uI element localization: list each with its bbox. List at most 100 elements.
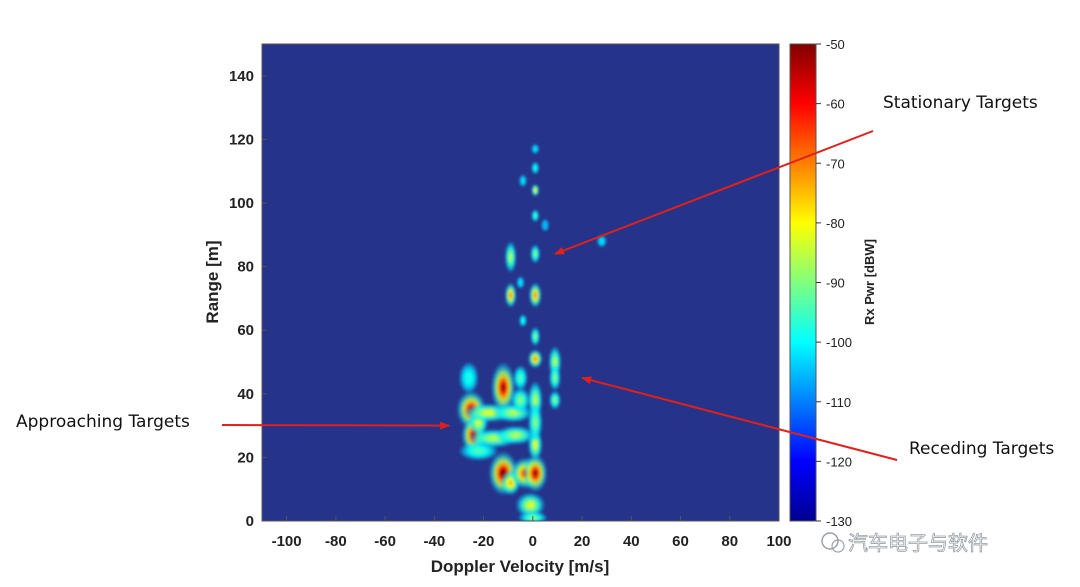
colorbar-ticks: -50 -60 -70 -80 -90 -100 -110 -120 -130: [816, 37, 852, 529]
colorbar-tick-label: -100: [826, 335, 852, 350]
heatmap-cell: [532, 469, 538, 478]
y-tick-label: 100: [229, 195, 254, 212]
y-tick-label: 60: [237, 322, 254, 339]
heatmap-blob: [505, 241, 517, 273]
x-tick-label: 40: [623, 533, 640, 550]
heatmap-cell: [509, 253, 512, 261]
y-tick-label: 80: [237, 259, 254, 276]
heatmap-cell: [508, 480, 513, 486]
heatmap-cell: [534, 189, 537, 192]
heatmap-blob: [531, 161, 540, 175]
wechat-icon-inner: [831, 539, 845, 553]
x-tick-label: -40: [423, 533, 445, 550]
heatmap-blob: [528, 404, 543, 441]
heatmap-cell: [553, 398, 557, 403]
heatmap-cell: [522, 319, 524, 322]
heatmap-blob: [513, 365, 528, 390]
heatmap-blob: [531, 184, 540, 197]
x-tick-label: -20: [473, 533, 495, 550]
heatmap-blob: [496, 426, 535, 445]
heatmap-blob: [530, 327, 540, 346]
heatmap-cell: [534, 334, 537, 339]
heatmap-cell: [474, 449, 483, 453]
x-tick-label: -60: [374, 533, 396, 550]
heatmap-blob: [516, 493, 545, 518]
heatmap-cell: [600, 239, 603, 243]
heatmap-cell: [519, 375, 522, 381]
heatmap-blob: [459, 362, 479, 394]
heatmap-blob: [523, 455, 547, 492]
heatmap-cell: [466, 374, 471, 382]
heatmap-blob: [505, 283, 517, 308]
heatmap-blob: [531, 144, 540, 154]
heatmap-blob: [530, 244, 540, 263]
colorbar-tick-label: -130: [826, 514, 852, 529]
heatmap-blob: [491, 363, 515, 412]
colorbar-label: Rx Pwr [dBW]: [862, 239, 877, 325]
annotation-receding-targets: Receding Targets: [909, 439, 1054, 459]
x-tick-label: 100: [766, 533, 791, 550]
heatmap-blob: [519, 174, 527, 187]
heatmap-cell: [534, 251, 537, 256]
heatmap-blob: [529, 283, 542, 308]
x-axis-ticks: -100 -80 -60 -40 -20 0 20 40 60 80 100: [272, 516, 792, 550]
heatmap-blob: [528, 349, 543, 368]
colorbar-tick-label: -90: [826, 276, 845, 291]
colorbar: [789, 43, 817, 522]
heatmap-cell: [544, 223, 546, 227]
plot-frame: [261, 43, 780, 522]
colorbar-tick-label: -80: [826, 216, 845, 231]
heatmap-blob: [459, 441, 498, 461]
annotation-approaching-targets: Approaching Targets: [16, 412, 190, 432]
heatmap-cell: [509, 410, 518, 415]
heatmap-blob: [549, 391, 561, 410]
x-tick-label: 0: [529, 533, 537, 550]
heatmap-blob: [489, 452, 518, 495]
heatmap-blob: [519, 314, 527, 327]
heatmap-cell: [533, 356, 537, 361]
heatmap-returns: [457, 144, 607, 521]
heatmap-cell: [500, 382, 506, 393]
heatmap-cell: [534, 147, 537, 150]
heatmap-blob: [541, 219, 549, 232]
x-axis-label: Doppler Velocity [m/s]: [431, 557, 610, 576]
x-tick-label: 60: [672, 533, 689, 550]
heatmap-cell: [519, 281, 522, 284]
colorbar-tick-label: -60: [826, 97, 845, 112]
x-tick-label: 80: [721, 533, 738, 550]
heatmap-blob: [549, 365, 561, 390]
colorbar-tick-label: -70: [826, 156, 845, 171]
heatmap-cell: [522, 179, 524, 183]
annotation-stationary-targets: Stationary Targets: [883, 93, 1038, 113]
heatmap-cell: [488, 436, 499, 441]
arrow-approaching-targets: [221, 421, 451, 430]
heatmap-cell: [527, 502, 534, 508]
y-tick-label: 140: [229, 68, 254, 85]
x-tick-label: -80: [325, 533, 347, 550]
colorbar-tick-label: -120: [826, 454, 852, 469]
y-tick-label: 40: [237, 386, 254, 403]
heatmap-cell: [533, 396, 537, 404]
colorbar-tick-label: -50: [826, 37, 845, 52]
y-tick-label: 20: [237, 449, 254, 466]
y-tick-label: 0: [246, 513, 254, 530]
wechat-icon: [821, 532, 839, 550]
x-tick-label: -100: [272, 533, 302, 550]
heatmap-cell: [533, 441, 537, 448]
heatmap-cell: [534, 166, 537, 170]
heatmap-cell: [509, 292, 512, 298]
heatmap-cell: [518, 397, 523, 403]
arrow-stationary-targets: [554, 130, 874, 255]
y-axis-label: Range [m]: [203, 240, 222, 323]
heatmap-cell: [483, 410, 494, 415]
y-tick-label: 120: [229, 131, 254, 148]
watermark: 汽车电子与软件: [821, 531, 988, 555]
heatmap-cell: [534, 214, 537, 217]
arrow-receding-targets: [581, 376, 898, 461]
heatmap-blob: [531, 209, 540, 222]
heatmap-blob: [597, 235, 607, 248]
heatmap-blob: [516, 276, 525, 289]
heatmap-cell: [533, 292, 537, 298]
y-axis-ticks: 0 20 40 60 80 100 120 140: [229, 68, 267, 530]
